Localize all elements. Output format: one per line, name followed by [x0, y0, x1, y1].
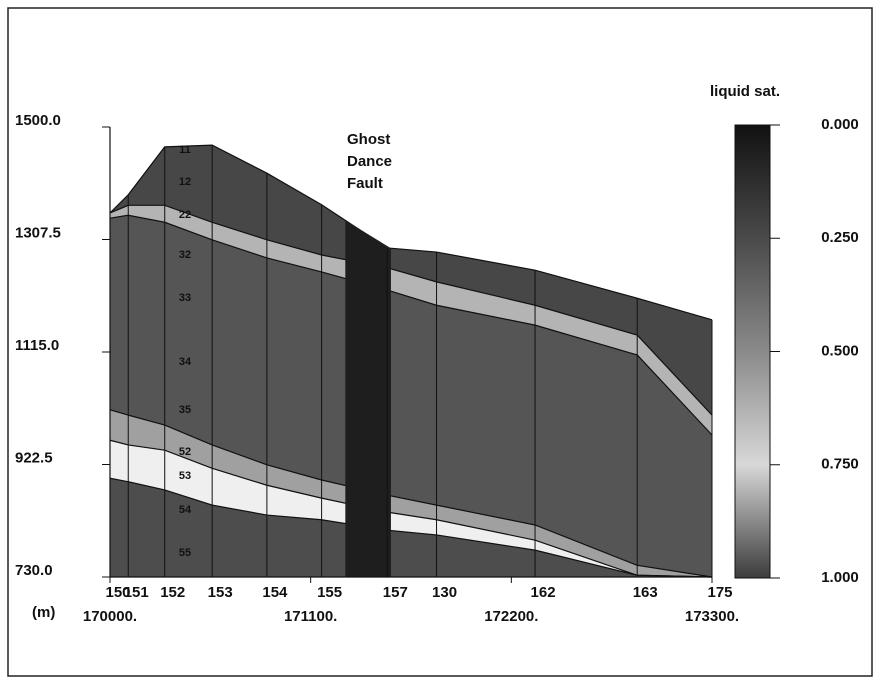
layer-label: 53: [179, 470, 191, 482]
borehole-label: 157: [383, 584, 408, 601]
layer-label: 55: [179, 547, 191, 559]
layer-label: 34: [179, 356, 192, 368]
colorbar-tick-label: 1.000: [821, 569, 859, 586]
colorbar-tick-label: 0.000: [821, 116, 859, 133]
fault-zone: [345, 220, 391, 577]
y-tick-label: 1115.0: [15, 337, 59, 354]
layer: [110, 145, 712, 416]
layer-label: 11: [179, 144, 191, 156]
x-axis-label: (m): [32, 604, 55, 621]
colorbar: [734, 124, 771, 579]
borehole-label: 152: [160, 584, 185, 601]
borehole-label: 130: [432, 584, 457, 601]
colorbar-tick-label: 0.250: [821, 229, 859, 246]
borehole-label: 163: [633, 584, 658, 601]
layer-label: 22: [179, 209, 191, 221]
y-tick-label: 1307.5: [15, 224, 61, 241]
layer-label: 35: [179, 404, 191, 416]
x-tick-label: 173300.: [685, 608, 739, 625]
borehole-label: 154: [262, 584, 288, 601]
borehole-label: 155: [317, 584, 342, 601]
y-tick-label: 730.0: [15, 562, 53, 579]
borehole-label: 150: [105, 584, 130, 601]
colorbar-title: liquid sat.: [710, 83, 780, 100]
annotation: Dance: [347, 153, 392, 170]
layer-label: 32: [179, 249, 191, 261]
x-tick-label: 170000.: [83, 608, 137, 625]
borehole-label: 151: [124, 584, 149, 601]
y-tick-label: 1500.0: [15, 112, 61, 129]
layer: [110, 478, 712, 577]
x-tick-label: 171100.: [284, 608, 337, 625]
frame: [7, 7, 873, 677]
colorbar-tick-label: 0.500: [821, 342, 859, 359]
colorbar-tick-label: 0.750: [821, 456, 859, 473]
layer-label: 54: [179, 504, 192, 516]
annotation: Fault: [347, 175, 383, 192]
y-tick-label: 922.5: [15, 449, 53, 466]
borehole-label: 175: [707, 584, 732, 601]
borehole-label: 162: [531, 584, 556, 601]
layer-label: 12: [179, 176, 191, 188]
layer-label: 52: [179, 446, 191, 458]
borehole-label: 153: [208, 584, 233, 601]
x-tick-label: 172200.: [484, 608, 538, 625]
annotation: Ghost: [347, 131, 390, 148]
layer: [110, 215, 712, 577]
layer: [110, 440, 712, 577]
layer-label: 33: [179, 292, 191, 304]
